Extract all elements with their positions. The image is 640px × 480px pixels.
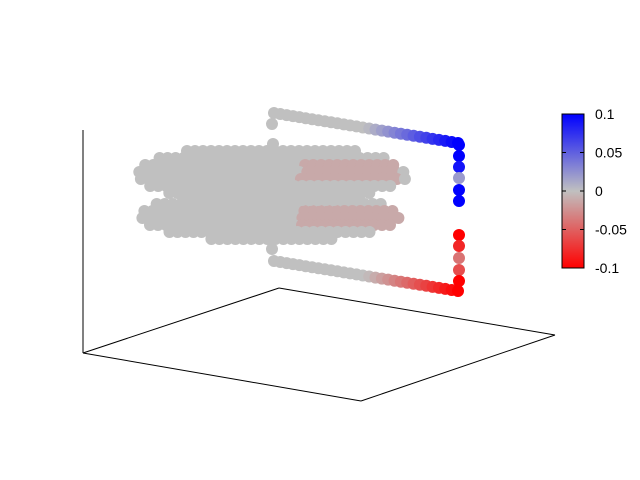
front-column-point bbox=[453, 184, 465, 196]
base-back-left-edge bbox=[82, 287, 280, 354]
scatter-points bbox=[133, 107, 465, 297]
colorbar-tick-label: -0.1 bbox=[595, 260, 619, 276]
cloud-point bbox=[392, 212, 405, 224]
cloud-point bbox=[398, 173, 411, 185]
colorbar: 0.1 0.05 0 -0.05 -0.1 bbox=[561, 106, 627, 276]
front-column-point bbox=[453, 264, 465, 276]
colorbar-tick-label: -0.05 bbox=[595, 222, 627, 238]
base-front-left-edge bbox=[82, 352, 362, 402]
colorbar-tick-label: 0.1 bbox=[595, 106, 615, 122]
axes-frame bbox=[82, 130, 556, 402]
colorbar-ticks bbox=[562, 113, 584, 269]
base-front-right-edge bbox=[360, 334, 556, 402]
colorbar-tick-label: 0 bbox=[595, 183, 603, 199]
cloud-point bbox=[384, 180, 397, 192]
cloud-point bbox=[363, 187, 376, 199]
cloud-point bbox=[363, 226, 376, 238]
lower-edge-point bbox=[266, 243, 278, 255]
front-column-point bbox=[453, 161, 465, 173]
front-column-point bbox=[453, 172, 465, 184]
front-column-point bbox=[453, 139, 465, 151]
front-column-point bbox=[453, 229, 465, 241]
cloud-point bbox=[325, 233, 338, 245]
cloud-point bbox=[328, 194, 341, 206]
front-column-point bbox=[453, 252, 465, 264]
front-column-point bbox=[453, 150, 465, 162]
lower-edge-point bbox=[452, 285, 464, 297]
base-back-right-edge bbox=[278, 287, 556, 336]
colorbar-tick-label: 0.05 bbox=[595, 145, 622, 161]
colorbar-tick-labels: 0.1 0.05 0 -0.05 -0.1 bbox=[595, 106, 627, 276]
front-column-point bbox=[453, 275, 465, 287]
front-column-point bbox=[453, 240, 465, 252]
front-column-point bbox=[453, 195, 465, 207]
cloud-point bbox=[384, 219, 396, 231]
upper-edge-point bbox=[266, 118, 278, 130]
